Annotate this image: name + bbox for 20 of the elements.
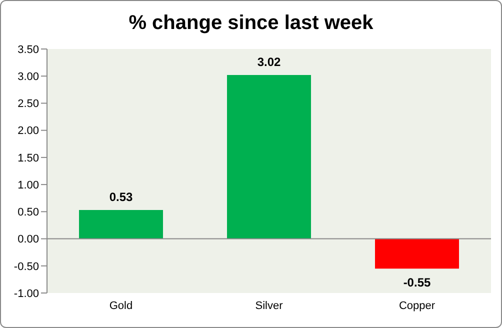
x-tick-label: Gold bbox=[109, 300, 133, 312]
bar bbox=[375, 238, 459, 269]
chart-title: % change since last week bbox=[128, 11, 374, 36]
y-tick-label: 0.00 bbox=[18, 234, 39, 246]
bar bbox=[227, 75, 311, 239]
y-tick-label: 0.50 bbox=[18, 206, 39, 219]
bar bbox=[79, 210, 163, 239]
y-tick-label: 1.00 bbox=[18, 179, 39, 192]
y-tick-label: 1.50 bbox=[18, 152, 39, 164]
x-tick-label: Silver bbox=[255, 300, 284, 312]
y-tick-label: -1.00 bbox=[14, 288, 39, 300]
y-tick-label: 2.50 bbox=[18, 98, 39, 110]
y-tick-label: -0.50 bbox=[14, 260, 39, 273]
data-label: 3.02 bbox=[257, 55, 281, 70]
y-tick-label: 2.00 bbox=[18, 125, 39, 138]
data-label: -0.55 bbox=[403, 276, 431, 290]
y-tick-label: 3.50 bbox=[18, 44, 39, 56]
y-tick-label: 3.00 bbox=[18, 71, 39, 84]
data-label: 0.53 bbox=[109, 190, 133, 204]
x-tick-label: Copper bbox=[398, 300, 436, 312]
